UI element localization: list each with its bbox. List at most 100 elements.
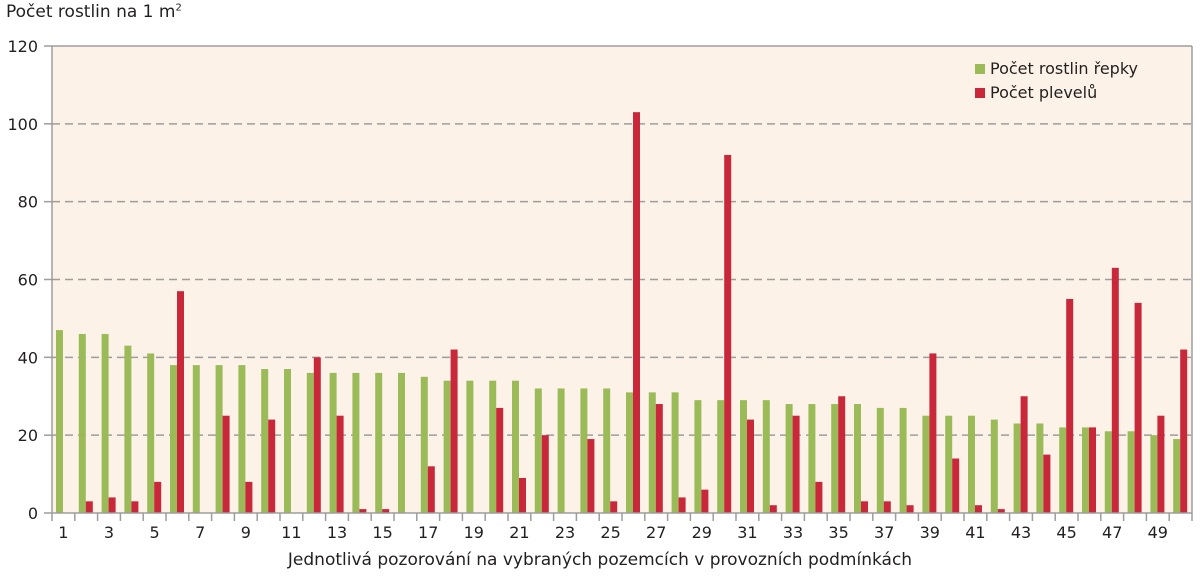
bar-repka <box>375 372 383 513</box>
x-tick-label: 1 <box>58 523 68 542</box>
bar-plevele <box>952 458 960 513</box>
bar-repka <box>101 333 109 513</box>
bar-plevele <box>701 489 709 513</box>
bar-repka <box>762 400 770 513</box>
bar-repka <box>785 404 793 513</box>
bar-repka <box>990 419 998 513</box>
x-tick-label: 47 <box>1102 523 1122 542</box>
legend: Počet rostlin řepky Počet plevelů <box>975 57 1138 105</box>
bar-plevele <box>769 505 777 513</box>
bar-plevele <box>177 291 184 513</box>
x-tick-label: 19 <box>464 523 484 542</box>
bar-plevele <box>1020 396 1028 513</box>
legend-swatch-green <box>975 64 985 74</box>
x-tick-label: 5 <box>150 523 160 542</box>
x-tick-label: 11 <box>281 523 301 542</box>
bar-repka <box>831 404 839 513</box>
bar-repka <box>489 380 497 513</box>
y-tick-label: 100 <box>7 115 38 134</box>
bar-plevele <box>678 497 686 513</box>
bar-repka <box>192 365 200 513</box>
bar-plevele <box>724 154 732 513</box>
bar-repka <box>922 415 930 513</box>
x-tick-label: 39 <box>920 523 940 542</box>
x-tick-label: 33 <box>783 523 803 542</box>
bar-repka <box>238 365 246 513</box>
x-tick-label: 29 <box>692 523 712 542</box>
bar-repka <box>603 388 611 513</box>
bar-plevele <box>975 505 982 513</box>
x-tick-label: 23 <box>555 523 575 542</box>
bar-repka <box>284 369 291 513</box>
bar-plevele <box>85 501 93 513</box>
bar-plevele <box>906 505 914 513</box>
bar-repka <box>398 372 405 513</box>
bar-repka <box>1013 423 1021 513</box>
bar-plevele <box>792 415 800 513</box>
bar-repka <box>671 392 679 513</box>
bar-plevele <box>610 501 618 513</box>
y-tick-label: 120 <box>7 37 38 56</box>
bar-plevele <box>997 509 1005 513</box>
bar-repka <box>808 404 816 513</box>
bar-repka <box>352 372 360 513</box>
legend-item-plevele: Počet plevelů <box>975 81 1138 105</box>
bar-repka <box>580 388 588 513</box>
bar-repka <box>740 400 747 513</box>
bar-repka <box>694 400 702 513</box>
x-tick-label: 41 <box>965 523 985 542</box>
x-tick-label: 35 <box>828 523 848 542</box>
bar-plevele <box>131 501 139 513</box>
bar-plevele <box>815 481 823 513</box>
bar-repka <box>717 400 725 513</box>
bar-repka <box>78 333 86 513</box>
bar-plevele <box>1043 454 1051 513</box>
bar-repka <box>261 369 269 513</box>
bar-plevele <box>154 481 162 513</box>
y-tick-label: 40 <box>18 348 38 367</box>
bar-repka <box>124 345 132 513</box>
bar-repka <box>443 380 451 513</box>
bar-plevele <box>587 439 595 513</box>
bar-plevele <box>313 357 321 513</box>
bar-repka <box>854 404 861 513</box>
x-tick-label: 17 <box>418 523 438 542</box>
bar-repka <box>1082 427 1089 513</box>
bar-plevele <box>427 466 435 513</box>
bar-plevele <box>450 349 458 513</box>
bar-repka <box>170 365 177 513</box>
bar-plevele <box>929 353 937 513</box>
bar-plevele <box>1180 349 1188 513</box>
bar-plevele <box>1157 415 1165 513</box>
bar-repka <box>899 407 907 513</box>
bar-repka <box>215 365 223 513</box>
bar-repka <box>626 392 633 513</box>
bar-repka <box>1036 423 1044 513</box>
bar-repka <box>945 415 953 513</box>
legend-swatch-red <box>975 88 985 98</box>
x-tick-label: 37 <box>874 523 894 542</box>
y-tick-label: 20 <box>18 426 38 445</box>
bar-plevele <box>336 415 344 513</box>
bar-repka <box>1104 431 1112 513</box>
x-tick-label: 43 <box>1011 523 1031 542</box>
bar-plevele <box>541 435 549 513</box>
bar-plevele <box>496 407 504 513</box>
bar-plevele <box>108 497 116 513</box>
x-tick-label: 9 <box>241 523 251 542</box>
x-tick-label: 15 <box>372 523 392 542</box>
x-tick-label: 25 <box>600 523 620 542</box>
bar-plevele <box>359 509 367 513</box>
bar-repka <box>56 330 63 513</box>
x-tick-label: 21 <box>509 523 529 542</box>
bar-repka <box>876 407 884 513</box>
bar-repka <box>1059 427 1067 513</box>
bar-repka <box>1150 435 1158 513</box>
bar-repka <box>1127 431 1135 513</box>
bar-plevele <box>633 112 640 514</box>
bar-repka <box>512 380 519 513</box>
bar-plevele <box>268 419 276 513</box>
x-tick-label: 27 <box>646 523 666 542</box>
